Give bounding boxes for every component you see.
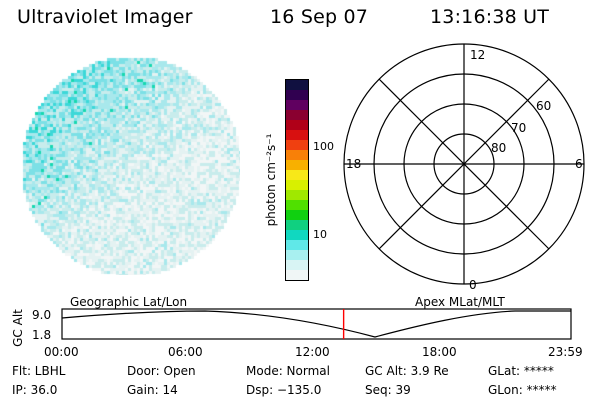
timeline-x-tick-0000: 00:00 [44,345,79,359]
glon-info: GLon: ***** [488,383,557,397]
color-scale-band [286,110,308,121]
mode-info: Mode: Normal [246,364,330,378]
color-scale-tick-10: 10 [313,228,327,241]
color-scale-band [286,170,308,181]
timeline-x-tick-0600: 06:00 [168,345,203,359]
timeline-left-title: Geographic Lat/Lon [70,295,188,309]
timeline-x-tick-2359: 23:59 [548,345,583,359]
color-scale-bar [285,79,309,281]
uv-image-disc [20,55,240,275]
mlt-label-0: 0 [469,278,477,292]
date-label: 16 Sep 07 [270,6,369,28]
timeline-x-tick-1800: 18:00 [422,345,457,359]
instrument-title: Ultraviolet Imager [17,6,193,28]
altitude-curve [61,310,571,338]
gain-info: Gain: 14 [127,383,178,397]
color-scale-band [286,270,308,280]
glat-info: GLat: ***** [488,364,554,378]
filter-info: Flt: LBHL [12,364,66,378]
lat-label-70: 70 [511,121,526,135]
color-scale-band [286,200,308,211]
color-scale-band [286,230,308,241]
color-scale-band [286,220,308,231]
timeline-y-tick-low: 1.8 [32,328,52,342]
color-scale-band [286,100,308,111]
color-scale-band [286,120,308,131]
color-scale-band [286,90,308,101]
color-scale-band [286,150,308,161]
color-scale-band [286,180,308,191]
mlt-label-12: 12 [470,48,485,62]
color-scale-band [286,210,308,221]
door-info: Door: Open [127,364,196,378]
ip-info: IP: 36.0 [12,383,58,397]
timeline-y-tick-high: 9.0 [32,308,52,322]
seq-info: Seq: 39 [365,383,411,397]
mlt-label-18: 18 [346,157,361,171]
dsp-info: Dsp: −135.0 [246,383,322,397]
color-scale-band [286,190,308,201]
lat-label-60: 60 [536,99,551,113]
color-scale-band [286,160,308,171]
time-label: 13:16:38 UT [430,6,550,28]
color-scale-band [286,140,308,151]
color-scale-band [286,130,308,141]
timeline-right-title: Apex MLat/MLT [415,295,505,309]
color-scale-band [286,80,308,91]
timeline-x-tick-1200: 12:00 [295,345,330,359]
lat-label-80: 80 [491,141,506,155]
mlt-label-6: 6 [575,157,583,171]
color-scale-band [286,260,308,271]
color-scale-tick-100: 100 [313,140,334,153]
gc-alt-info: GC Alt: 3.9 Re [365,364,449,378]
color-scale-band [286,250,308,261]
color-scale-band [286,240,308,251]
